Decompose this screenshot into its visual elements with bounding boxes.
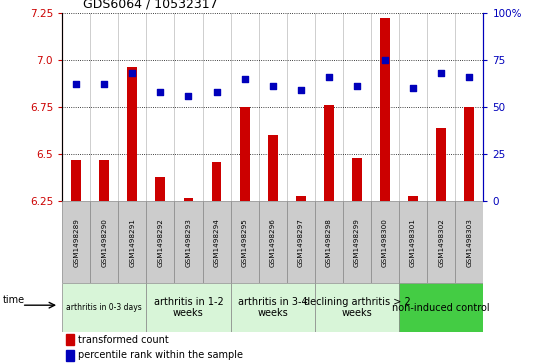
- Text: GSM1498296: GSM1498296: [269, 218, 276, 267]
- Text: GSM1498292: GSM1498292: [157, 218, 164, 267]
- Text: arthritis in 1-2
weeks: arthritis in 1-2 weeks: [153, 297, 224, 318]
- Text: GSM1498290: GSM1498290: [101, 218, 107, 267]
- FancyBboxPatch shape: [62, 201, 90, 283]
- Text: arthritis in 0-3 days: arthritis in 0-3 days: [66, 303, 142, 312]
- Point: [409, 85, 417, 91]
- FancyBboxPatch shape: [90, 201, 118, 283]
- Text: GDS6064 / 10532317: GDS6064 / 10532317: [83, 0, 218, 10]
- FancyBboxPatch shape: [399, 201, 427, 283]
- Bar: [352, 158, 362, 201]
- Bar: [268, 135, 278, 201]
- Bar: [184, 198, 193, 201]
- Point: [72, 82, 80, 87]
- Text: transformed count: transformed count: [78, 335, 169, 344]
- FancyBboxPatch shape: [231, 201, 259, 283]
- Point: [381, 57, 389, 63]
- Point: [100, 82, 109, 87]
- FancyBboxPatch shape: [287, 201, 315, 283]
- Point: [212, 89, 221, 95]
- Text: GSM1498302: GSM1498302: [438, 218, 444, 267]
- Text: GSM1498303: GSM1498303: [466, 218, 472, 267]
- Point: [465, 74, 474, 80]
- FancyBboxPatch shape: [146, 283, 231, 332]
- FancyBboxPatch shape: [315, 283, 399, 332]
- FancyBboxPatch shape: [202, 201, 231, 283]
- FancyBboxPatch shape: [455, 201, 483, 283]
- Point: [184, 93, 193, 99]
- Bar: [436, 128, 446, 201]
- Bar: [408, 196, 418, 201]
- Point: [353, 83, 361, 89]
- Text: GSM1498289: GSM1498289: [73, 218, 79, 267]
- Text: non-induced control: non-induced control: [393, 303, 490, 313]
- Bar: [296, 196, 306, 201]
- FancyBboxPatch shape: [146, 201, 174, 283]
- Text: declining arthritis > 2
weeks: declining arthritis > 2 weeks: [303, 297, 410, 318]
- Text: GSM1498298: GSM1498298: [326, 218, 332, 267]
- Text: GSM1498301: GSM1498301: [410, 218, 416, 267]
- FancyBboxPatch shape: [231, 283, 315, 332]
- Bar: [240, 107, 249, 201]
- Point: [268, 83, 277, 89]
- Point: [240, 76, 249, 82]
- Bar: [99, 160, 109, 201]
- Bar: [66, 350, 74, 360]
- FancyBboxPatch shape: [174, 201, 202, 283]
- Text: GSM1498291: GSM1498291: [129, 218, 136, 267]
- Point: [296, 87, 305, 93]
- Point: [325, 74, 333, 80]
- Bar: [127, 68, 137, 201]
- Text: GSM1498300: GSM1498300: [382, 218, 388, 267]
- FancyBboxPatch shape: [371, 201, 399, 283]
- Text: percentile rank within the sample: percentile rank within the sample: [78, 350, 243, 360]
- Text: arthritis in 3-4
weeks: arthritis in 3-4 weeks: [238, 297, 307, 318]
- Point: [437, 70, 445, 76]
- FancyBboxPatch shape: [118, 201, 146, 283]
- Bar: [324, 105, 334, 201]
- Text: GSM1498294: GSM1498294: [213, 218, 220, 267]
- Text: GSM1498295: GSM1498295: [241, 218, 248, 267]
- Bar: [380, 19, 390, 201]
- Text: GSM1498297: GSM1498297: [298, 218, 304, 267]
- FancyBboxPatch shape: [259, 201, 287, 283]
- FancyBboxPatch shape: [399, 283, 483, 332]
- Text: GSM1498293: GSM1498293: [185, 218, 192, 267]
- FancyBboxPatch shape: [315, 201, 343, 283]
- Point: [128, 70, 137, 76]
- Text: GSM1498299: GSM1498299: [354, 218, 360, 267]
- Point: [156, 89, 165, 95]
- FancyBboxPatch shape: [343, 201, 371, 283]
- Bar: [464, 107, 474, 201]
- FancyBboxPatch shape: [62, 283, 146, 332]
- Bar: [156, 177, 165, 201]
- Text: time: time: [3, 295, 25, 305]
- FancyBboxPatch shape: [427, 201, 455, 283]
- Bar: [71, 160, 81, 201]
- Bar: [212, 162, 221, 201]
- Bar: [66, 334, 74, 345]
